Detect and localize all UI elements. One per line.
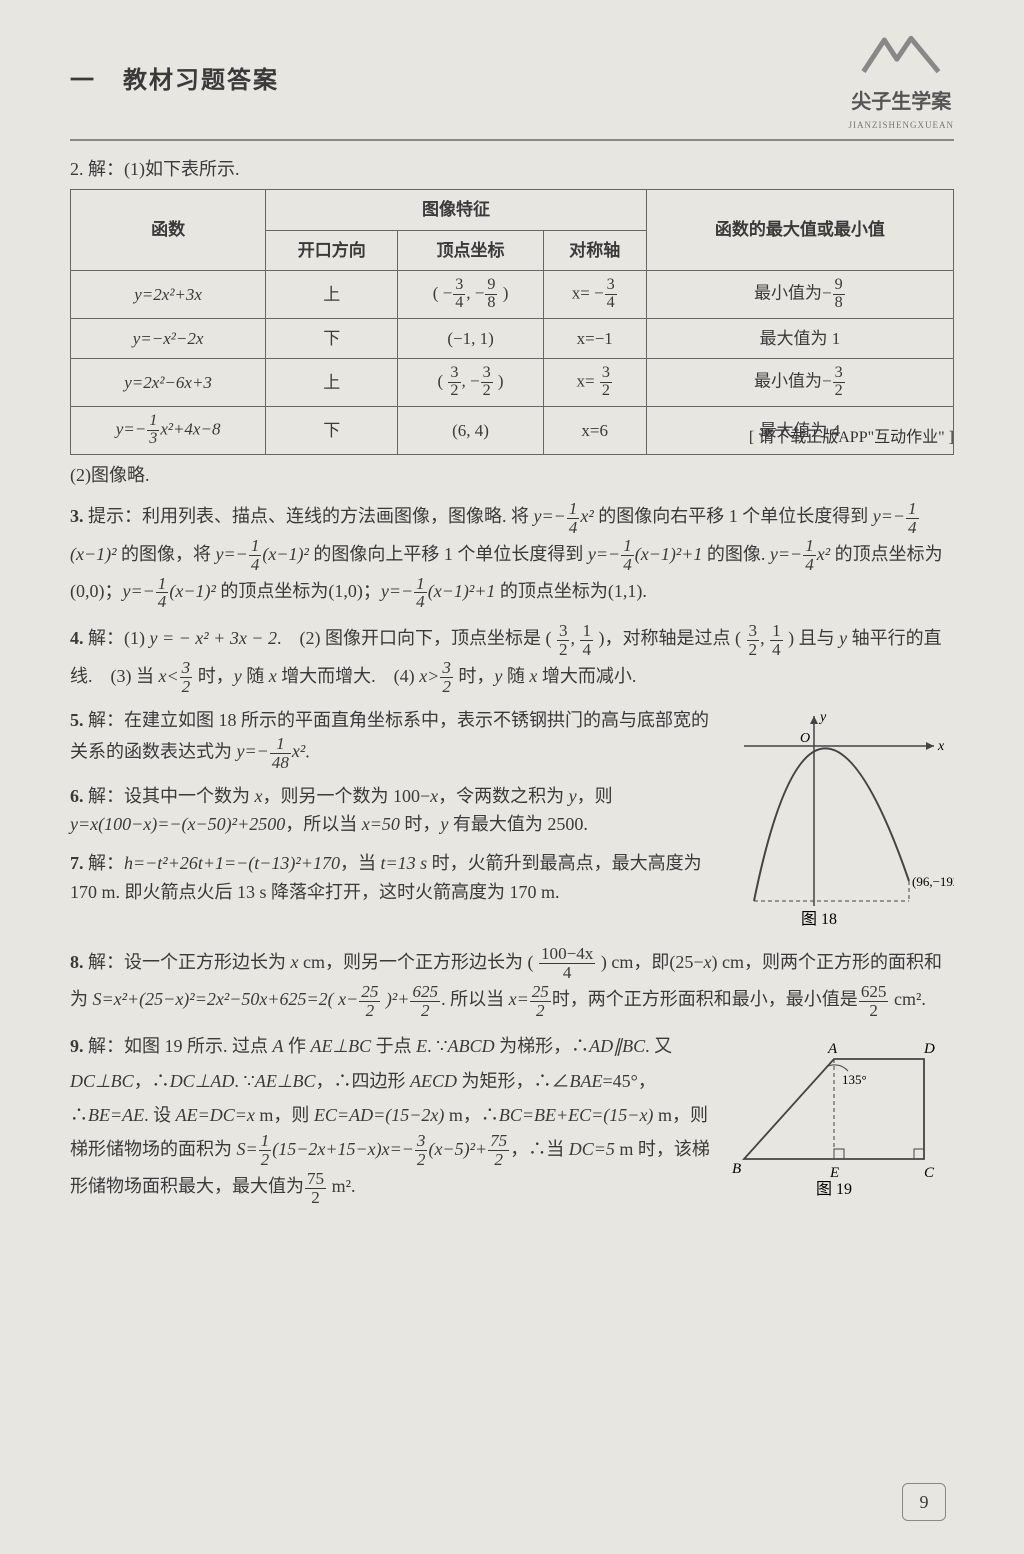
svg-text:图 19: 图 19 [816, 1181, 852, 1198]
svg-text:A: A [827, 1041, 838, 1057]
header-dash: 一 [70, 68, 96, 94]
watermark-text: [ 请下载正版APP"互动作业" ] [749, 425, 954, 451]
th-open: 开口方向 [266, 230, 398, 270]
th-extremum: 函数的最大值或最小值 [646, 190, 953, 270]
th-feature: 图像特征 [266, 190, 647, 230]
problem-7: 7. 解：h=−t²+26t+1=−(t−13)²+170，当 t=13 s 时… [70, 849, 722, 907]
svg-text:y: y [818, 710, 827, 725]
problem-2-after: (2)图像略. [70, 461, 954, 490]
problem-6: 6. 解：设其中一个数为 x，则另一个数为 100−x，令两数之积为 y，则 y… [70, 782, 722, 840]
th-axis: 对称轴 [543, 230, 646, 270]
svg-text:B: B [732, 1161, 741, 1177]
svg-text:C: C [924, 1165, 935, 1181]
problem-5: 5. 解：在建立如图 18 所示的平面直角坐标系中，表示不锈钢拱门的高与底部宽的… [70, 706, 722, 772]
header-title: 教材习题答案 [123, 68, 279, 94]
svg-text:E: E [829, 1165, 839, 1181]
th-vertex: 顶点坐标 [398, 230, 543, 270]
page-number: 9 [904, 1482, 944, 1522]
table-row: y=−x²−2x 下 (−1, 1) x=−1 最大值为 1 [71, 318, 954, 358]
problem-4: 4. 解：(1) y = − x² + 3x − 2. (2) 图像开口向下，顶… [70, 621, 954, 696]
svg-text:(96,−192): (96,−192) [912, 874, 954, 889]
th-func: 函数 [71, 190, 266, 270]
page-header: 一 教材习题答案 尖子生学案 JIANZISHENGXUEAN [70, 30, 954, 141]
trapezoid-diagram-icon: 135° A D B E C 图 19 [724, 1029, 954, 1199]
svg-text:D: D [923, 1041, 935, 1057]
figure-18: x y O (96,−192) 图 18 [734, 706, 954, 945]
problem-2-intro: 2. 解：(1)如下表所示. [70, 155, 954, 184]
page-number-box: 9 [902, 1483, 946, 1521]
problem-9: 9. 解：如图 19 所示. 过点 A 作 AE⊥BC 于点 E. ∵ABCD … [70, 1029, 712, 1206]
header-title-block: 一 教材习题答案 [70, 62, 279, 100]
svg-text:135°: 135° [842, 1072, 867, 1087]
logo-mountain-icon [851, 30, 951, 80]
problem-3: 3. 提示：利用列表、描点、连线的方法画图像，图像略. 将 y=−14x² 的图… [70, 499, 954, 611]
svg-text:图 18: 图 18 [801, 911, 837, 928]
logo-subtitle: JIANZISHENGXUEAN [849, 118, 955, 132]
function-table: 函数 图像特征 函数的最大值或最小值 开口方向 顶点坐标 对称轴 y=2x²+3… [70, 189, 954, 454]
table-row: y=2x²+3x 上 ( −34, −98 ) x= −34 最小值为−98 [71, 270, 954, 318]
problem-9-row: 9. 解：如图 19 所示. 过点 A 作 AE⊥BC 于点 E. ∵ABCD … [70, 1029, 954, 1216]
parabola-diagram-icon: x y O (96,−192) 图 18 [734, 706, 954, 936]
logo-text: 尖子生学案 [849, 86, 955, 118]
svg-text:O: O [800, 731, 810, 746]
logo: 尖子生学案 JIANZISHENGXUEAN [849, 30, 955, 133]
table-row: y=2x²−6x+3 上 ( 32, −32 ) x= 32 最小值为−32 [71, 358, 954, 406]
problem-8: 8. 解：设一个正方形边长为 x cm，则另一个正方形边长为 ( 100−4x4… [70, 945, 954, 1020]
svg-text:x: x [937, 739, 945, 754]
problems-5-7-row: 5. 解：在建立如图 18 所示的平面直角坐标系中，表示不锈钢拱门的高与底部宽的… [70, 706, 954, 945]
figure-19: 135° A D B E C 图 19 [724, 1029, 954, 1208]
